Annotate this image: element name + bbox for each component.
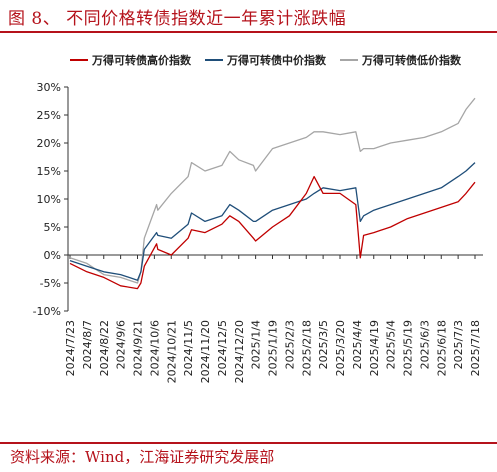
figure-title: 图 8、 不同价格转债指数近一年累计涨跌幅 [8,9,347,29]
x-tick-label: 2024/10/21 [165,320,178,383]
x-tick-label: 2024/11/20 [199,320,212,383]
series-line-1 [69,175,476,290]
x-tick-label: 2025/3/20 [334,320,347,376]
x-tick-label: 2024/9/6 [115,320,128,369]
plot-area [69,97,476,290]
x-tick-label: 2025/2/18 [300,320,313,376]
x-tick-label: 2024/7/23 [64,320,77,376]
y-tick-label: 25% [37,109,61,122]
x-tick-label: 2024/9/21 [132,320,145,376]
x-tick-label: 2025/1/19 [267,320,280,376]
y-tick-label: -5% [40,277,61,290]
source-rule [0,442,497,444]
source-note: 资料来源：Wind，江海证券研究发展部 [10,448,275,466]
x-tick-label: 2025/1/4 [250,320,263,369]
x-tick-label: 2025/6/18 [435,320,448,376]
y-tick-label: -10% [33,305,61,318]
x-tick-label: 2025/7/18 [469,320,482,376]
legend: 万得可转债高价指数 万得可转债中价指数 万得可转债低价指数 [70,53,462,67]
x-tick-label: 2024/12/20 [233,320,246,383]
x-tick-label: 2025/3/5 [317,320,330,369]
legend-label-3: 万得可转债低价指数 [361,53,462,67]
y-axis: -10% -5% 0% 5% 10% 15% 20% 25% 30% [33,81,69,318]
x-axis: 2024/7/23 2024/8/7 2024/8/22 2024/9/6 2024/9… [64,254,483,383]
x-tick-label: 2024/8/22 [98,320,111,376]
x-tick-label: 2024/10/6 [148,320,161,376]
title-rule [0,31,497,33]
y-tick-label: 10% [37,193,61,206]
x-tick-label: 2025/4/19 [368,320,381,376]
y-tick-label: 15% [37,165,61,178]
series-line-2 [69,162,476,281]
x-tick-label: 2025/5/4 [385,320,398,369]
y-tick-label: 5% [44,221,61,234]
x-tick-label: 2024/11/5 [182,320,195,376]
x-tick-label: 2025/5/19 [402,320,415,376]
series-line-3 [69,97,476,284]
legend-label-2: 万得可转债中价指数 [226,53,327,67]
x-tick-label: 2025/6/3 [418,320,431,369]
y-tick-label: 30% [37,81,61,94]
x-tick-label: 2025/4/4 [351,320,364,369]
y-tick-label: 20% [37,137,61,150]
x-tick-label: 2025/2/3 [283,320,296,369]
x-tick-label: 2024/12/5 [216,320,229,376]
y-tick-label: 0% [44,249,61,262]
legend-label-1: 万得可转债高价指数 [91,53,192,67]
line-chart: 万得可转债高价指数 万得可转债中价指数 万得可转债低价指数 -10% -5% 0% 5% 1… [33,53,483,383]
x-tick-label: 2024/8/7 [81,320,94,369]
x-tick-label: 2025/7/3 [452,320,465,369]
